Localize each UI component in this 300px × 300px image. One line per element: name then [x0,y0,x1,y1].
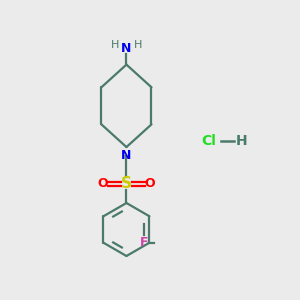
Text: O: O [145,177,155,190]
Text: F: F [140,236,148,249]
Text: N: N [121,42,132,55]
Text: Cl: Cl [202,134,216,148]
Text: H: H [111,40,119,50]
Text: N: N [121,148,132,161]
Text: O: O [98,177,108,190]
Text: S: S [121,176,132,191]
Text: H: H [236,134,247,148]
Text: H: H [134,40,142,50]
